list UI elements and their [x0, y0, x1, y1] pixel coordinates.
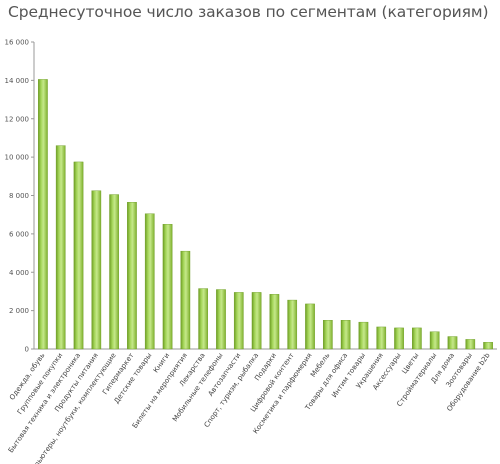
- y-tick-label: 0: [25, 346, 29, 354]
- bar: [127, 202, 137, 350]
- bar: [483, 342, 493, 350]
- bar: [358, 321, 369, 350]
- bar: [305, 303, 315, 350]
- bar: [429, 331, 440, 350]
- bar: [55, 145, 66, 350]
- y-tick-label: 2 000: [9, 307, 29, 315]
- bar: [144, 213, 155, 350]
- y-tick-label: 16 000: [5, 39, 30, 47]
- bar: [412, 327, 422, 350]
- bar: [233, 292, 244, 350]
- bar: [109, 194, 119, 350]
- bar: [465, 339, 476, 350]
- y-axis: 0 2 000 4 000 6 000 8 000 10 000 12 000 14 000 1…: [5, 39, 497, 354]
- bar: [216, 289, 226, 350]
- y-tick-label: 14 000: [5, 77, 30, 85]
- y-tick-label: 8 000: [9, 192, 29, 200]
- y-tick-label: 10 000: [5, 154, 30, 162]
- chart-title: Среднесуточное число заказов по сегмента…: [8, 3, 489, 21]
- bar: [376, 326, 387, 350]
- bar: [394, 327, 404, 350]
- bar: [447, 336, 458, 350]
- bars: [38, 79, 493, 350]
- bar: [73, 161, 84, 350]
- bar: [340, 320, 351, 350]
- y-tick-label: 6 000: [9, 230, 29, 238]
- bar: [162, 224, 173, 350]
- bar: [251, 292, 262, 350]
- y-tick-label: 4 000: [9, 269, 29, 277]
- bar: [38, 79, 48, 350]
- y-tick-label: 12 000: [5, 115, 30, 123]
- bar: [287, 299, 298, 350]
- bar: [180, 250, 191, 350]
- bar: [322, 320, 333, 350]
- bar: [91, 190, 102, 350]
- category-label: Бытовая техника и электроника: [7, 352, 82, 455]
- bar: [198, 288, 209, 350]
- bar: [269, 294, 280, 350]
